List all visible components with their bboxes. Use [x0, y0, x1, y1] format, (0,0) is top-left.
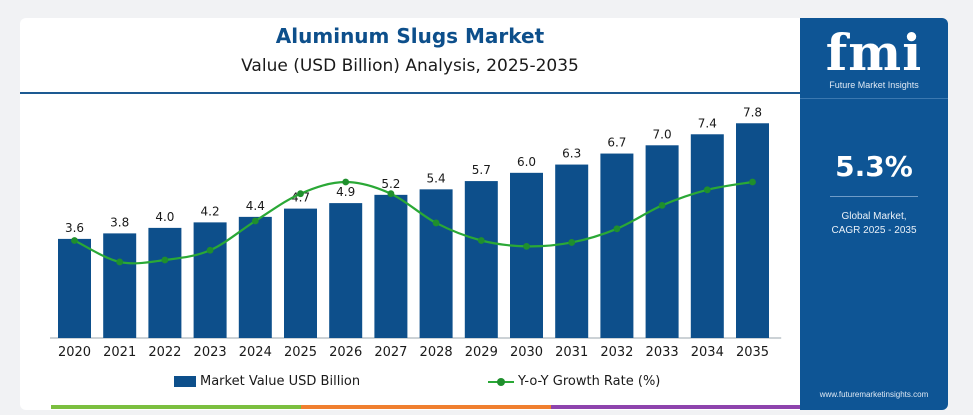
growth-point-2024 — [251, 217, 259, 225]
x-tick-2032: 2032 — [600, 345, 633, 360]
growth-point-2032 — [613, 225, 621, 233]
bar-2021 — [103, 233, 137, 338]
x-tick-2030: 2030 — [510, 345, 543, 360]
bar-2022 — [148, 227, 182, 338]
legend-bar-swatch — [174, 376, 196, 387]
bar-2033 — [645, 145, 679, 338]
bar-2028 — [419, 189, 453, 338]
cagr-label-line1: Global Market, — [841, 211, 907, 222]
bar-2025 — [284, 208, 317, 338]
strip-segment-green — [51, 405, 301, 409]
x-tick-2033: 2033 — [646, 345, 679, 360]
data-label-2021: 3.8 — [110, 215, 129, 229]
data-label-2034: 7.4 — [698, 116, 717, 130]
data-label-2031: 6.3 — [562, 147, 581, 161]
growth-rate-line — [74, 180, 753, 265]
x-tick-2027: 2027 — [374, 345, 407, 360]
bar-2026 — [329, 203, 363, 338]
bar-2024 — [238, 216, 272, 338]
growth-point-2022 — [161, 256, 169, 264]
cagr-label: Global Market, CAGR 2025 - 2035 — [800, 210, 948, 238]
x-tick-2021: 2021 — [103, 345, 136, 360]
x-tick-2025: 2025 — [284, 345, 317, 360]
chart-card: Aluminum Slugs Market Value (USD Billion… — [20, 18, 948, 410]
x-tick-2031: 2031 — [555, 345, 588, 360]
x-tick-2024: 2024 — [239, 345, 272, 360]
bar-2030 — [510, 172, 543, 338]
growth-point-2027 — [387, 190, 395, 198]
bar-2035 — [736, 123, 769, 338]
bar-2023 — [193, 222, 227, 338]
legend-bar-label: Market Value USD Billion — [200, 374, 361, 389]
bar-2027 — [374, 194, 408, 338]
legend-line-entry: Y-o-Y Growth Rate (%) — [488, 374, 660, 389]
x-tick-2023: 2023 — [194, 345, 227, 360]
data-label-2026: 4.9 — [336, 185, 355, 199]
data-label-2023: 4.2 — [201, 204, 220, 218]
brand-divider — [800, 98, 948, 99]
x-tick-2034: 2034 — [691, 345, 724, 360]
data-label-2020: 3.6 — [65, 221, 84, 235]
color-strip — [51, 405, 801, 409]
bar-2020 — [58, 238, 91, 338]
growth-point-2030 — [523, 242, 530, 250]
data-label-2035: 7.8 — [743, 105, 762, 119]
cagr-label-line2: CAGR 2025 - 2035 — [831, 225, 917, 236]
strip-segment-purple — [551, 405, 801, 409]
chart-subtitle: Value (USD Billion) Analysis, 2025-2035 — [241, 56, 579, 76]
x-tick-2035: 2035 — [736, 345, 769, 360]
cagr-divider — [830, 196, 918, 197]
data-label-2032: 6.7 — [607, 136, 626, 150]
data-label-2029: 5.7 — [472, 163, 491, 177]
brand-url: www.futuremarketinsights.com — [819, 390, 929, 399]
growth-point-2028 — [432, 219, 440, 227]
bar-2031 — [555, 164, 589, 338]
x-tick-2026: 2026 — [329, 345, 362, 360]
growth-point-2023 — [206, 246, 214, 254]
x-tick-2022: 2022 — [148, 345, 181, 360]
growth-point-2034 — [703, 186, 711, 194]
bar-2032 — [600, 153, 634, 338]
growth-point-2021 — [116, 258, 124, 266]
bar-2034 — [690, 134, 724, 338]
data-label-2030: 6.0 — [517, 155, 536, 169]
bar-line-chart: 3.6 2020 3.8 2021 4.0 2022 4.2 2023 4.4 2024 4.7 20… — [50, 105, 782, 360]
x-tick-2020: 2020 — [58, 345, 91, 360]
chart-title: Aluminum Slugs Market — [275, 24, 545, 48]
data-label-2022: 4.0 — [155, 210, 174, 224]
brand-panel: fmi Future Market Insights 5.3% Global M… — [800, 18, 948, 410]
x-tick-2029: 2029 — [465, 345, 498, 360]
x-tick-2028: 2028 — [420, 345, 453, 360]
data-label-2027: 5.2 — [381, 177, 400, 191]
legend-line-swatch — [488, 377, 514, 386]
growth-point-2020 — [71, 237, 78, 244]
data-label-2028: 5.4 — [427, 171, 446, 185]
data-label-2033: 7.0 — [653, 127, 672, 141]
growth-point-2031 — [568, 239, 576, 246]
legend-bar-entry: Market Value USD Billion — [174, 374, 360, 389]
strip-segment-orange — [301, 405, 551, 409]
brand-name: Future Market Insights — [829, 80, 919, 90]
legend-line-label: Y-o-Y Growth Rate (%) — [518, 374, 661, 389]
growth-point-2035 — [749, 178, 756, 186]
growth-point-2026 — [342, 178, 350, 186]
bar-2029 — [464, 181, 498, 338]
growth-point-2033 — [658, 202, 666, 209]
data-label-2025: 4.7 — [291, 191, 310, 205]
growth-point-2029 — [477, 237, 485, 244]
growth-point-2025 — [297, 190, 304, 198]
title-divider — [20, 92, 800, 94]
cagr-value: 5.3% — [835, 150, 913, 183]
fmi-logo: fmi — [825, 23, 923, 82]
data-label-2024: 4.4 — [246, 199, 265, 213]
